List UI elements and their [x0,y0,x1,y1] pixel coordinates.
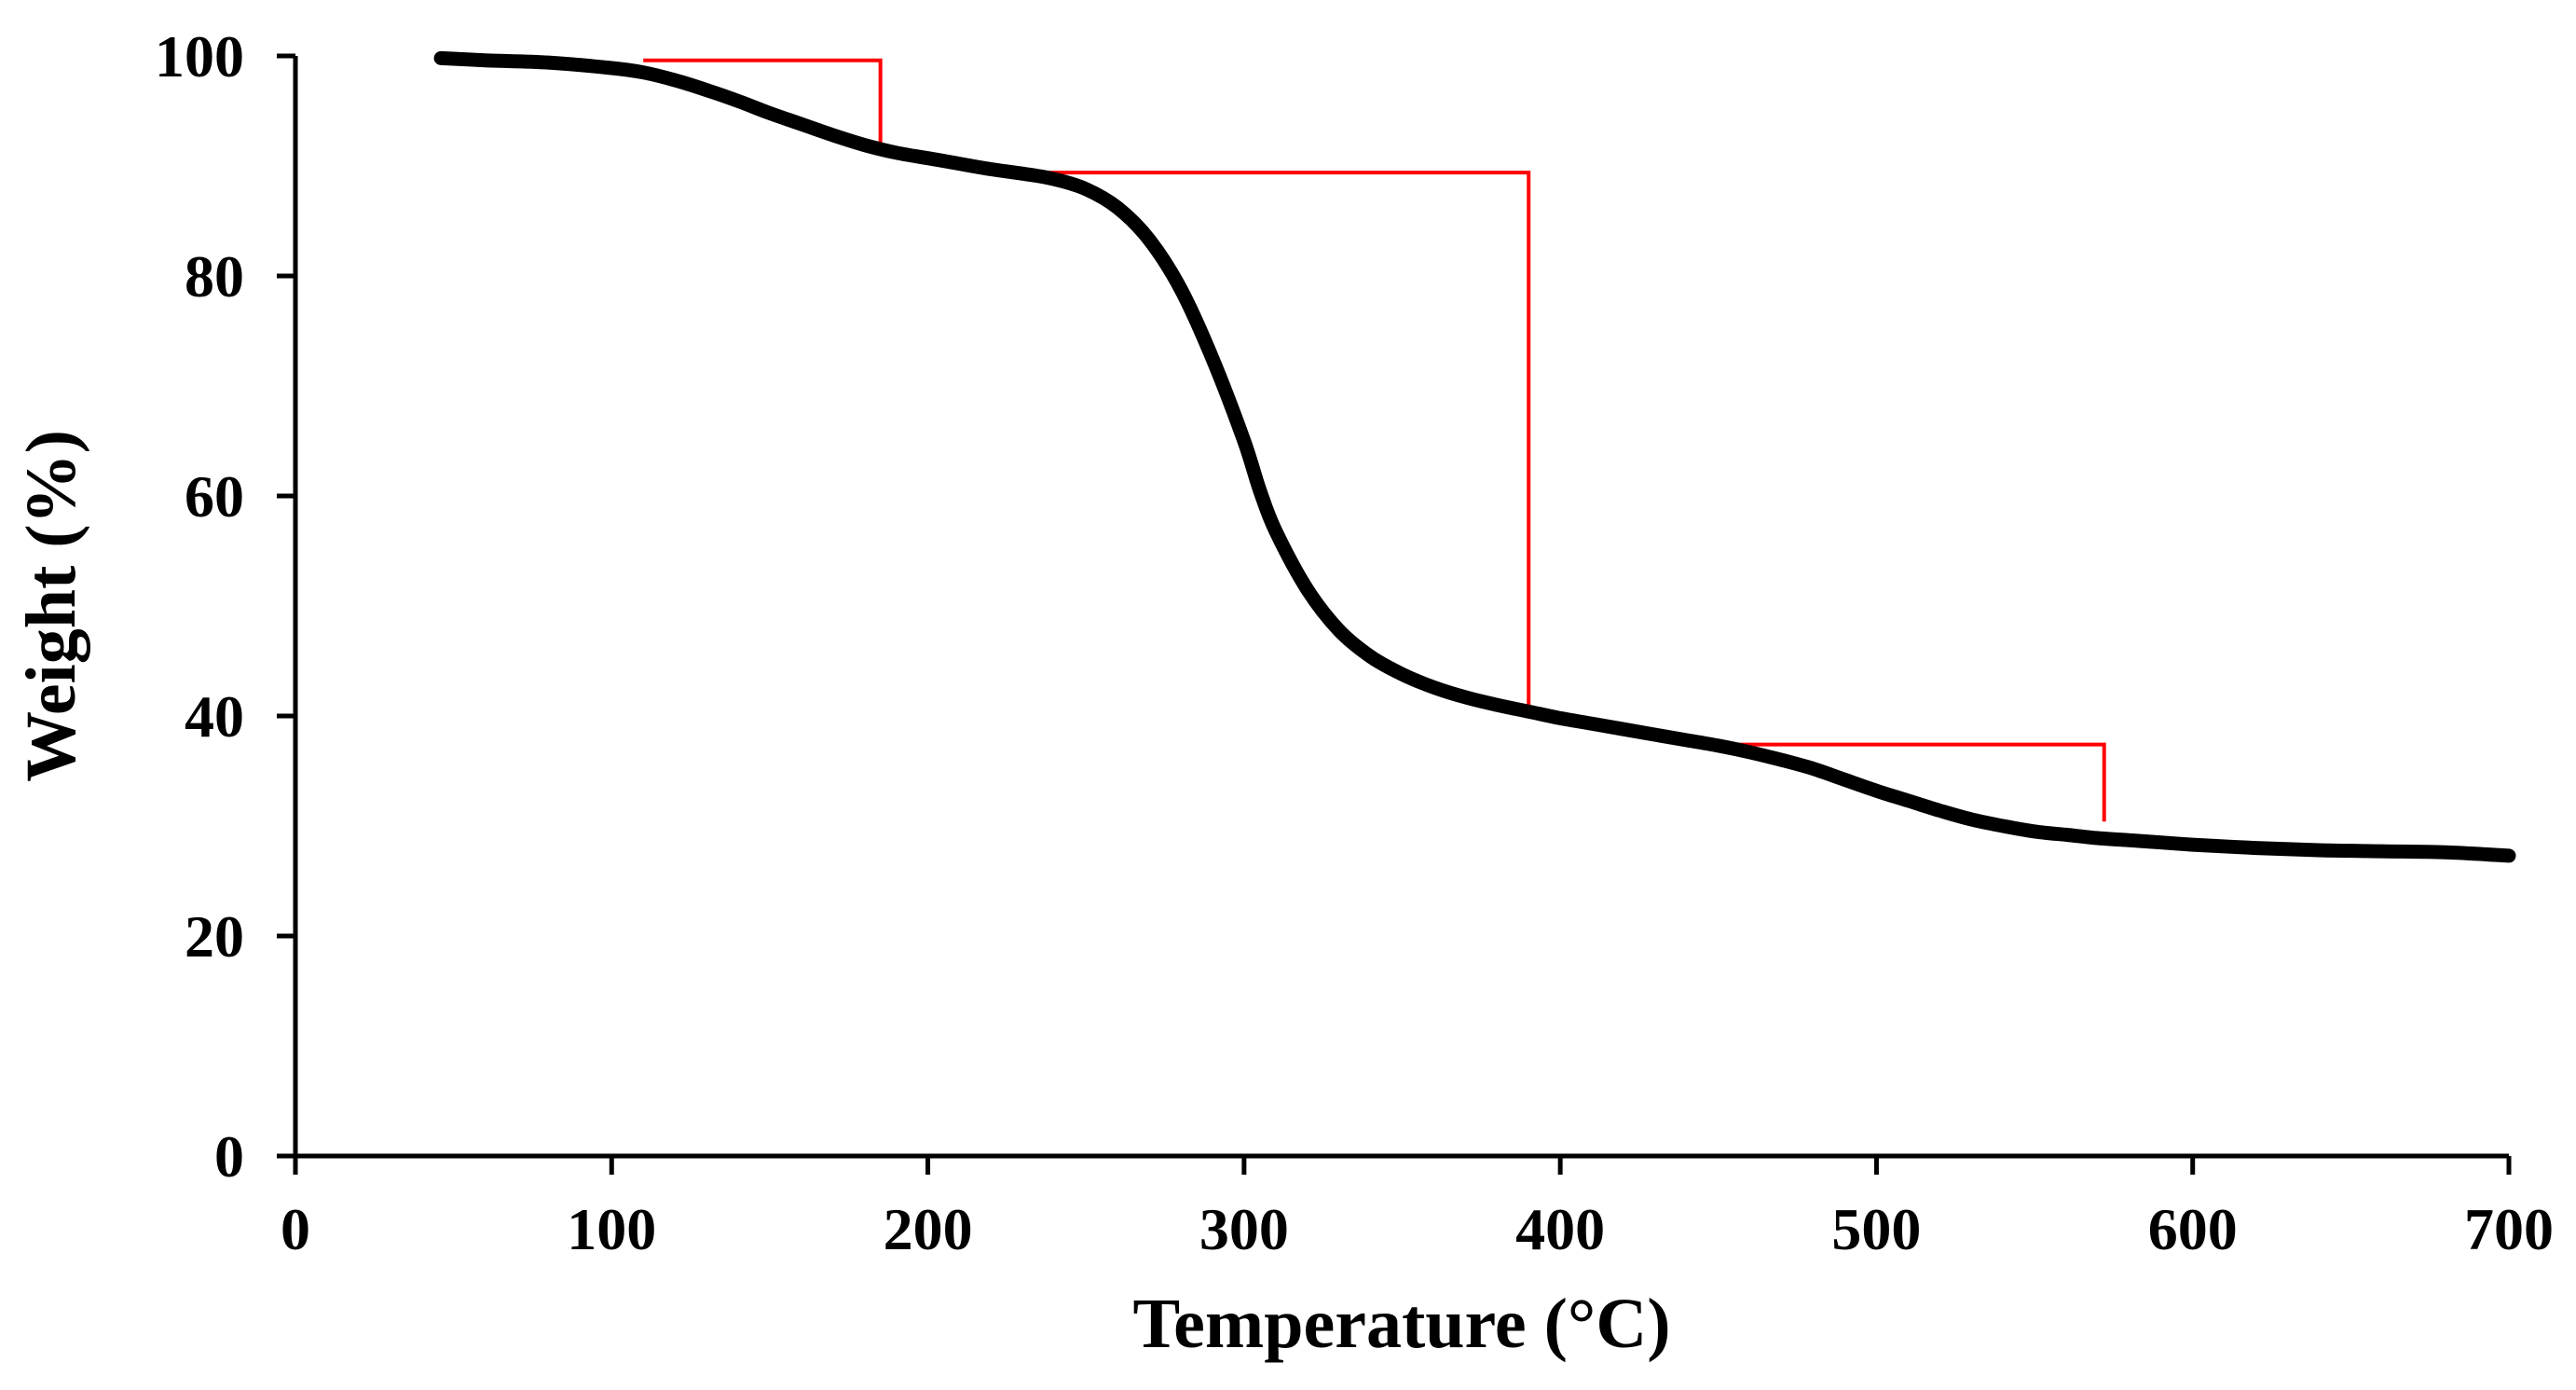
y-tick-label: 40 [185,683,244,750]
annotation-step-2 [1007,171,1531,713]
y-tick-label: 80 [185,243,244,310]
annotation-step-3 [1733,742,2106,822]
y-tick-label: 0 [214,1123,244,1190]
x-tick-label: 200 [884,1196,973,1262]
plot-area [433,50,2516,863]
series-line-tga [433,50,2516,863]
x-axis-title: Temperature (°C) [1132,1285,1670,1363]
y-tick-label: 100 [155,23,244,89]
y-axis-title: Weight (%) [12,430,90,782]
x-tick-label: 500 [1831,1196,1921,1262]
annotation-step-1 [643,58,883,152]
x-tick-label: 400 [1515,1196,1605,1262]
x-tick-label: 100 [567,1196,656,1262]
x-tick-label: 0 [281,1196,310,1262]
x-tick-label: 700 [2464,1196,2554,1262]
x-tick-label: 300 [1199,1196,1289,1262]
y-tick-label: 20 [185,903,244,970]
y-tick-label: 60 [185,463,244,530]
y-ticks: 0 20 40 60 80 100 [155,23,295,1190]
x-ticks: 0 100 200 300 400 500 600 700 [281,1156,2554,1262]
x-tick-label: 600 [2148,1196,2238,1262]
